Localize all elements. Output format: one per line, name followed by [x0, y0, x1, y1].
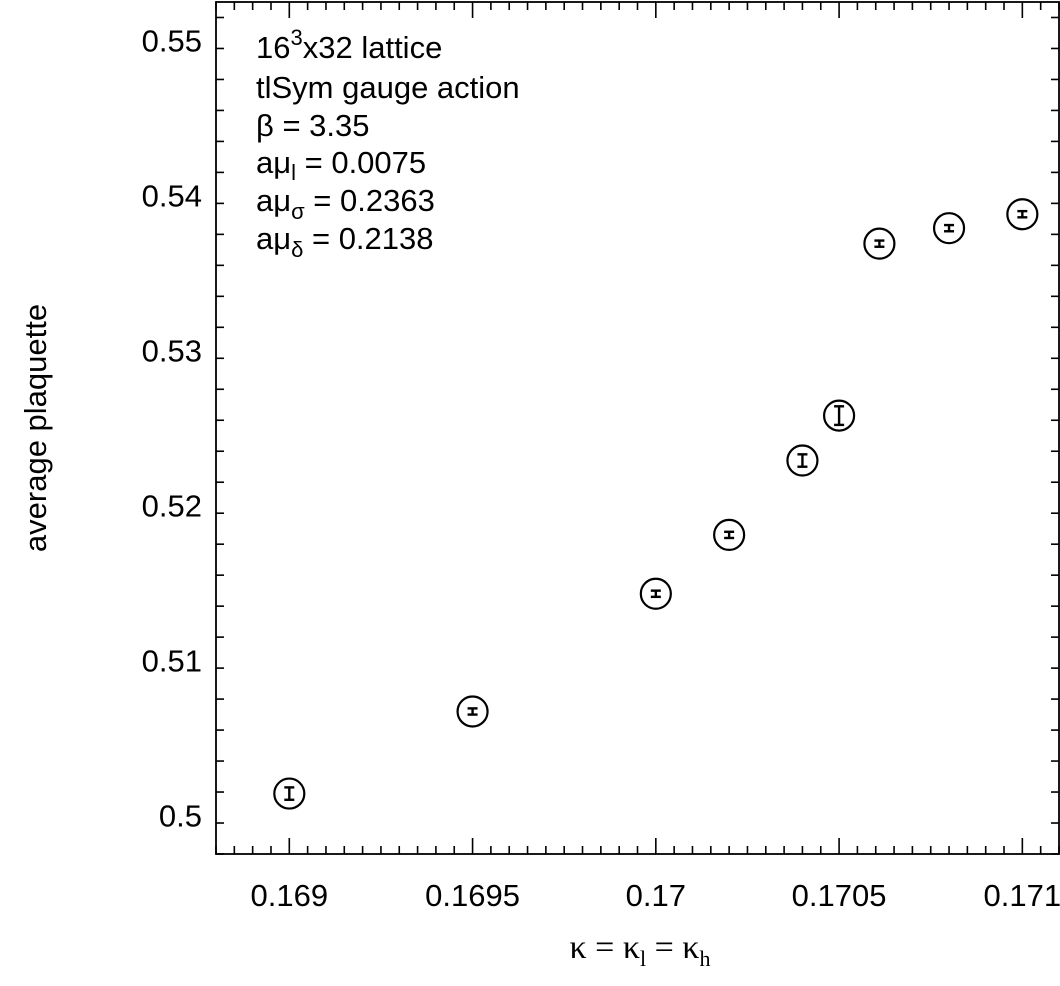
y-tick-label: 0.52: [142, 488, 202, 523]
x-tick-label: 0.17: [626, 878, 686, 913]
annotation-beta: β = 3.35: [256, 108, 370, 143]
x-tick-label: 0.1705: [792, 878, 887, 913]
y-tick-label: 0.53: [142, 334, 202, 369]
y-axis-ticks: 0.5 0.51 0.52 0.53 0.54 0.55: [142, 16, 1059, 855]
annotation-mu-sigma: aμσ = 0.2363: [256, 183, 435, 224]
y-tick-label: 0.51: [142, 643, 202, 678]
annotation-mu-l: aμl = 0.0075: [256, 145, 426, 185]
x-tick-label: 0.1695: [425, 878, 520, 913]
data-point: [713, 518, 746, 551]
y-tick-label: 0.54: [142, 179, 202, 214]
x-axis-ticks: 0.169 0.1695 0.17 0.1705 0.171: [215, 2, 1060, 913]
y-tick-label: 0.55: [142, 24, 202, 59]
annotation-block: 163x32 lattice tlSym gauge action β = 3.…: [256, 25, 520, 262]
data-point: [822, 399, 856, 432]
x-tick-label: 0.171: [984, 878, 1060, 913]
data-point: [863, 227, 896, 260]
annotation-lattice: 163x32 lattice: [256, 25, 442, 65]
y-axis-label: average plaquette: [18, 304, 53, 552]
data-point: [456, 695, 489, 728]
x-axis-label: κ = κl = κh: [570, 929, 711, 971]
annotation-gauge-action: tlSym gauge action: [256, 70, 520, 105]
data-point: [639, 577, 672, 610]
x-tick-label: 0.169: [251, 878, 329, 913]
data-point: [1006, 198, 1039, 231]
data-point: [932, 212, 966, 245]
annotation-mu-delta: aμδ = 0.2138: [256, 221, 434, 262]
y-tick-label: 0.5: [159, 798, 202, 833]
data-point: [786, 444, 819, 477]
data-point: [273, 777, 306, 810]
data-points: [273, 198, 1039, 810]
